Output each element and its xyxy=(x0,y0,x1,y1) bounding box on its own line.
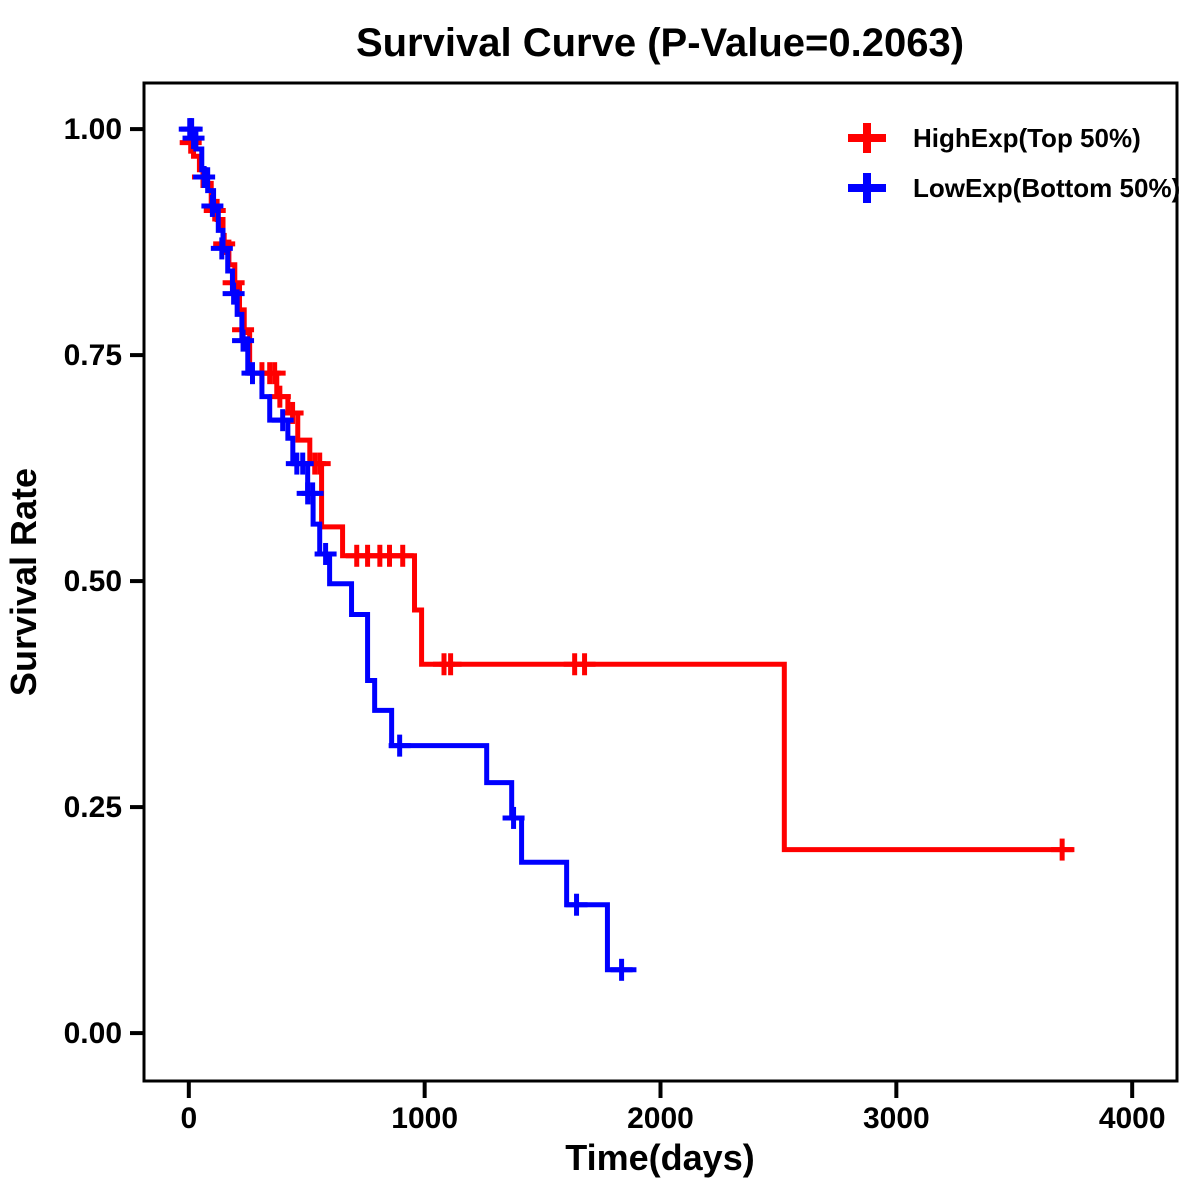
y-tick-label: 0.50 xyxy=(64,565,122,598)
censor-mark xyxy=(291,452,314,475)
y-tick-label: 1.00 xyxy=(64,113,122,146)
x-tick-label: 4000 xyxy=(1099,1102,1166,1135)
chart-legend: HighExp(Top 50%) LowExp(Bottom 50%) xyxy=(848,123,1180,203)
x-tick-label: 1000 xyxy=(391,1102,458,1135)
censor-mark xyxy=(388,734,411,757)
censor-mark xyxy=(241,362,264,385)
y-tick-label: 0.25 xyxy=(64,791,122,824)
x-axis-label: Time(days) xyxy=(565,1137,754,1178)
series-layer xyxy=(178,118,1075,981)
chart-title: Survival Curve (P-Value=0.2063) xyxy=(356,21,964,65)
censor-mark xyxy=(232,329,255,352)
censor-mark xyxy=(210,237,233,260)
x-tick-label: 2000 xyxy=(627,1102,694,1135)
x-tick-label: 3000 xyxy=(863,1102,930,1135)
censor-mark xyxy=(271,409,294,432)
y-axis-label: Survival Rate xyxy=(3,468,44,696)
plot-panel-border xyxy=(142,81,1179,1083)
censor-mark xyxy=(502,806,525,829)
censor-mark xyxy=(268,385,291,408)
km-step-curve xyxy=(188,126,637,973)
censor-mark xyxy=(193,166,216,189)
y-tick-label: 0.75 xyxy=(64,339,122,372)
legend-item-lowexp: LowExp(Bottom 50%) xyxy=(848,173,1180,203)
censor-mark xyxy=(201,194,224,217)
censor-mark xyxy=(573,653,596,676)
censor-mark xyxy=(391,544,414,567)
km-step-curve xyxy=(188,140,1075,853)
legend-label: LowExp(Bottom 50%) xyxy=(913,173,1180,203)
censor-mark xyxy=(565,893,588,916)
censor-mark xyxy=(182,127,205,150)
y-tick-label: 0.00 xyxy=(64,1017,122,1050)
legend-item-highexp: HighExp(Top 50%) xyxy=(848,123,1141,153)
censor-mark xyxy=(301,482,324,505)
censor-mark xyxy=(314,542,337,565)
censor-mark xyxy=(1051,838,1074,861)
censor-mark xyxy=(610,958,633,981)
series-lowexp xyxy=(178,118,637,981)
legend-label: HighExp(Top 50%) xyxy=(913,123,1141,153)
censor-mark xyxy=(263,362,286,385)
x-tick-label: 0 xyxy=(180,1102,197,1135)
censor-mark xyxy=(439,653,462,676)
axes-layer: 0.00 0.25 0.50 0.75 1.00 0 1000 2000 3000 4000 xyxy=(64,113,1166,1135)
censor-mark xyxy=(222,282,245,305)
